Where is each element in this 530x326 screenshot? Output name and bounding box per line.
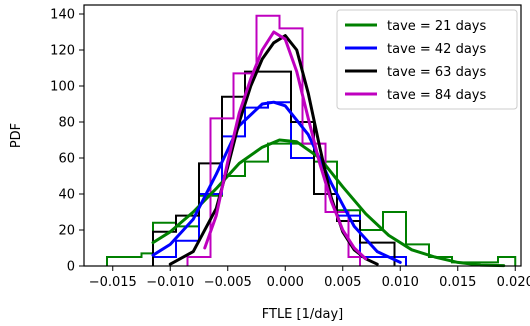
x-tick-label: −0.010 xyxy=(146,275,194,290)
y-tick-label: 0 xyxy=(67,260,75,275)
y-axis-label: PDF xyxy=(9,123,24,148)
legend-label-series-1: tave = 21 days xyxy=(387,19,486,34)
legend: tave = 21 days tave = 42 days tave = 63 da… xyxy=(336,9,518,110)
x-axis-label: FTLE [1/day] xyxy=(262,307,344,322)
x-tick-label: −0.005 xyxy=(204,275,252,290)
y-tick-label: 60 xyxy=(58,152,75,167)
x-tick-label: 0.010 xyxy=(382,275,419,290)
kde-layer xyxy=(151,30,506,268)
x-tick-label: 0.015 xyxy=(439,275,476,290)
x-tick-label: 0.000 xyxy=(267,275,304,290)
x-tick-label: 0.020 xyxy=(497,275,530,290)
histogram-series-1 xyxy=(106,142,517,266)
legend-label-series-3: tave = 63 days xyxy=(387,65,486,80)
plot-frame xyxy=(83,4,522,267)
y-tick-label: 100 xyxy=(50,80,75,95)
x-tick-label: 0.005 xyxy=(324,275,361,290)
x-axis: −0.015 −0.010 −0.005 0.000 0.005 0.010 0.015 0.… xyxy=(89,266,530,290)
histogram-series-4 xyxy=(186,14,361,266)
y-tick-label: 40 xyxy=(58,188,75,203)
legend-label-series-2: tave = 42 days xyxy=(387,42,486,57)
y-tick-label: 140 xyxy=(50,8,75,23)
y-axis: 0 20 40 60 80 100 120 140 xyxy=(50,8,84,275)
kde-line-series-4 xyxy=(203,30,368,261)
y-tick-label: 120 xyxy=(50,44,75,59)
legend-label-series-4: tave = 84 days xyxy=(387,88,486,103)
x-tick-label: −0.015 xyxy=(89,275,137,290)
legend-frame xyxy=(336,9,518,110)
y-tick-label: 80 xyxy=(58,116,75,131)
kde-line-series-2 xyxy=(151,100,402,264)
y-tick-label: 20 xyxy=(58,224,75,239)
